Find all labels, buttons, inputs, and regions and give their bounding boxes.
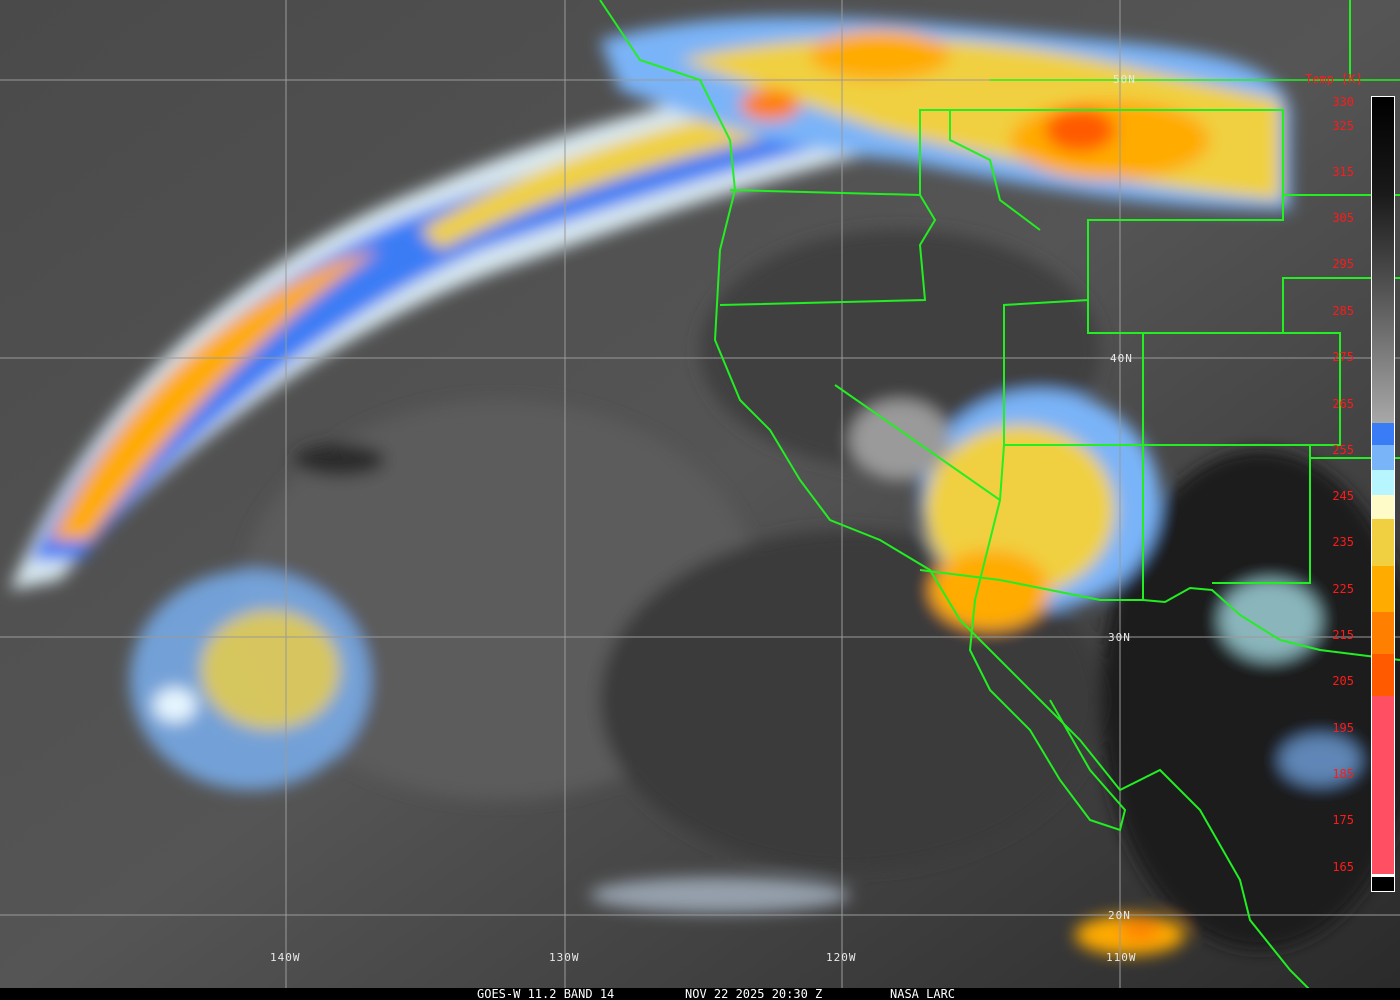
lon-label-120w: 120W [826, 951, 857, 964]
colorbar-label: 265 [1332, 397, 1354, 411]
colorbar-cyan [1372, 470, 1394, 495]
colorbar-label: 225 [1332, 582, 1354, 596]
colorbar-label: 245 [1332, 489, 1354, 503]
colorbar-orange [1372, 566, 1394, 612]
temperature-colorbar [1371, 96, 1395, 892]
cloud-field [10, 16, 1400, 955]
lat-label-20n: 20N [1108, 909, 1131, 922]
lat-label-50n: 50N [1113, 73, 1136, 86]
lon-label-140w: 140W [270, 951, 301, 964]
colorbar-blue [1372, 423, 1394, 445]
lat-label-40n: 40N [1110, 352, 1133, 365]
caption-datetime: NOV 22 2025 20:30 Z [685, 987, 823, 1000]
colorbar-red-orange [1372, 654, 1394, 696]
colorbar-light-blue [1372, 445, 1394, 470]
colorbar-yellow [1372, 519, 1394, 566]
colorbar-label: 215 [1332, 628, 1354, 642]
colorbar-label: 285 [1332, 304, 1354, 318]
colorbar-label: 255 [1332, 443, 1354, 457]
colorbar-pale-yellow [1372, 495, 1394, 519]
colorbar-dark-orange [1372, 612, 1394, 654]
colorbar-label: 165 [1332, 860, 1354, 874]
colorbar-label: 325 [1332, 119, 1354, 133]
colorbar-title: Temp [K] [1305, 72, 1363, 86]
colorbar-label: 185 [1332, 767, 1354, 781]
colorbar-label: 330 [1332, 95, 1354, 109]
colorbar-label: 305 [1332, 211, 1354, 225]
colorbar-label: 295 [1332, 257, 1354, 271]
colorbar-label: 205 [1332, 674, 1354, 688]
colorbar-label: 235 [1332, 535, 1354, 549]
lon-label-130w: 130W [549, 951, 580, 964]
colorbar-label: 195 [1332, 721, 1354, 735]
caption-product: GOES-W 11.2 BAND 14 [477, 987, 615, 1000]
colorbar-pink [1372, 696, 1394, 874]
political-boundaries [599, 0, 1400, 1000]
colorbar-label: 275 [1332, 350, 1354, 364]
colorbar-label: 175 [1332, 813, 1354, 827]
colorbar-gray-ramp [1372, 97, 1394, 423]
lon-label-110w: 110W [1106, 951, 1137, 964]
caption-source: NASA LARC [890, 987, 956, 1000]
image-caption: GOES-W 11.2 BAND 14 NOV 22 2025 20:30 Z … [0, 988, 1400, 1000]
lat-label-30n: 30N [1108, 631, 1131, 644]
colorbar-divider [1372, 874, 1394, 877]
colorbar-label: 315 [1332, 165, 1354, 179]
